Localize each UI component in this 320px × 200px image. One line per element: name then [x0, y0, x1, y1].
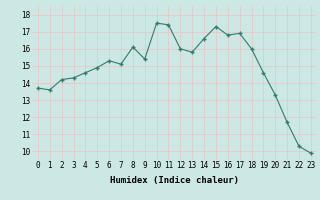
X-axis label: Humidex (Indice chaleur): Humidex (Indice chaleur): [110, 176, 239, 185]
